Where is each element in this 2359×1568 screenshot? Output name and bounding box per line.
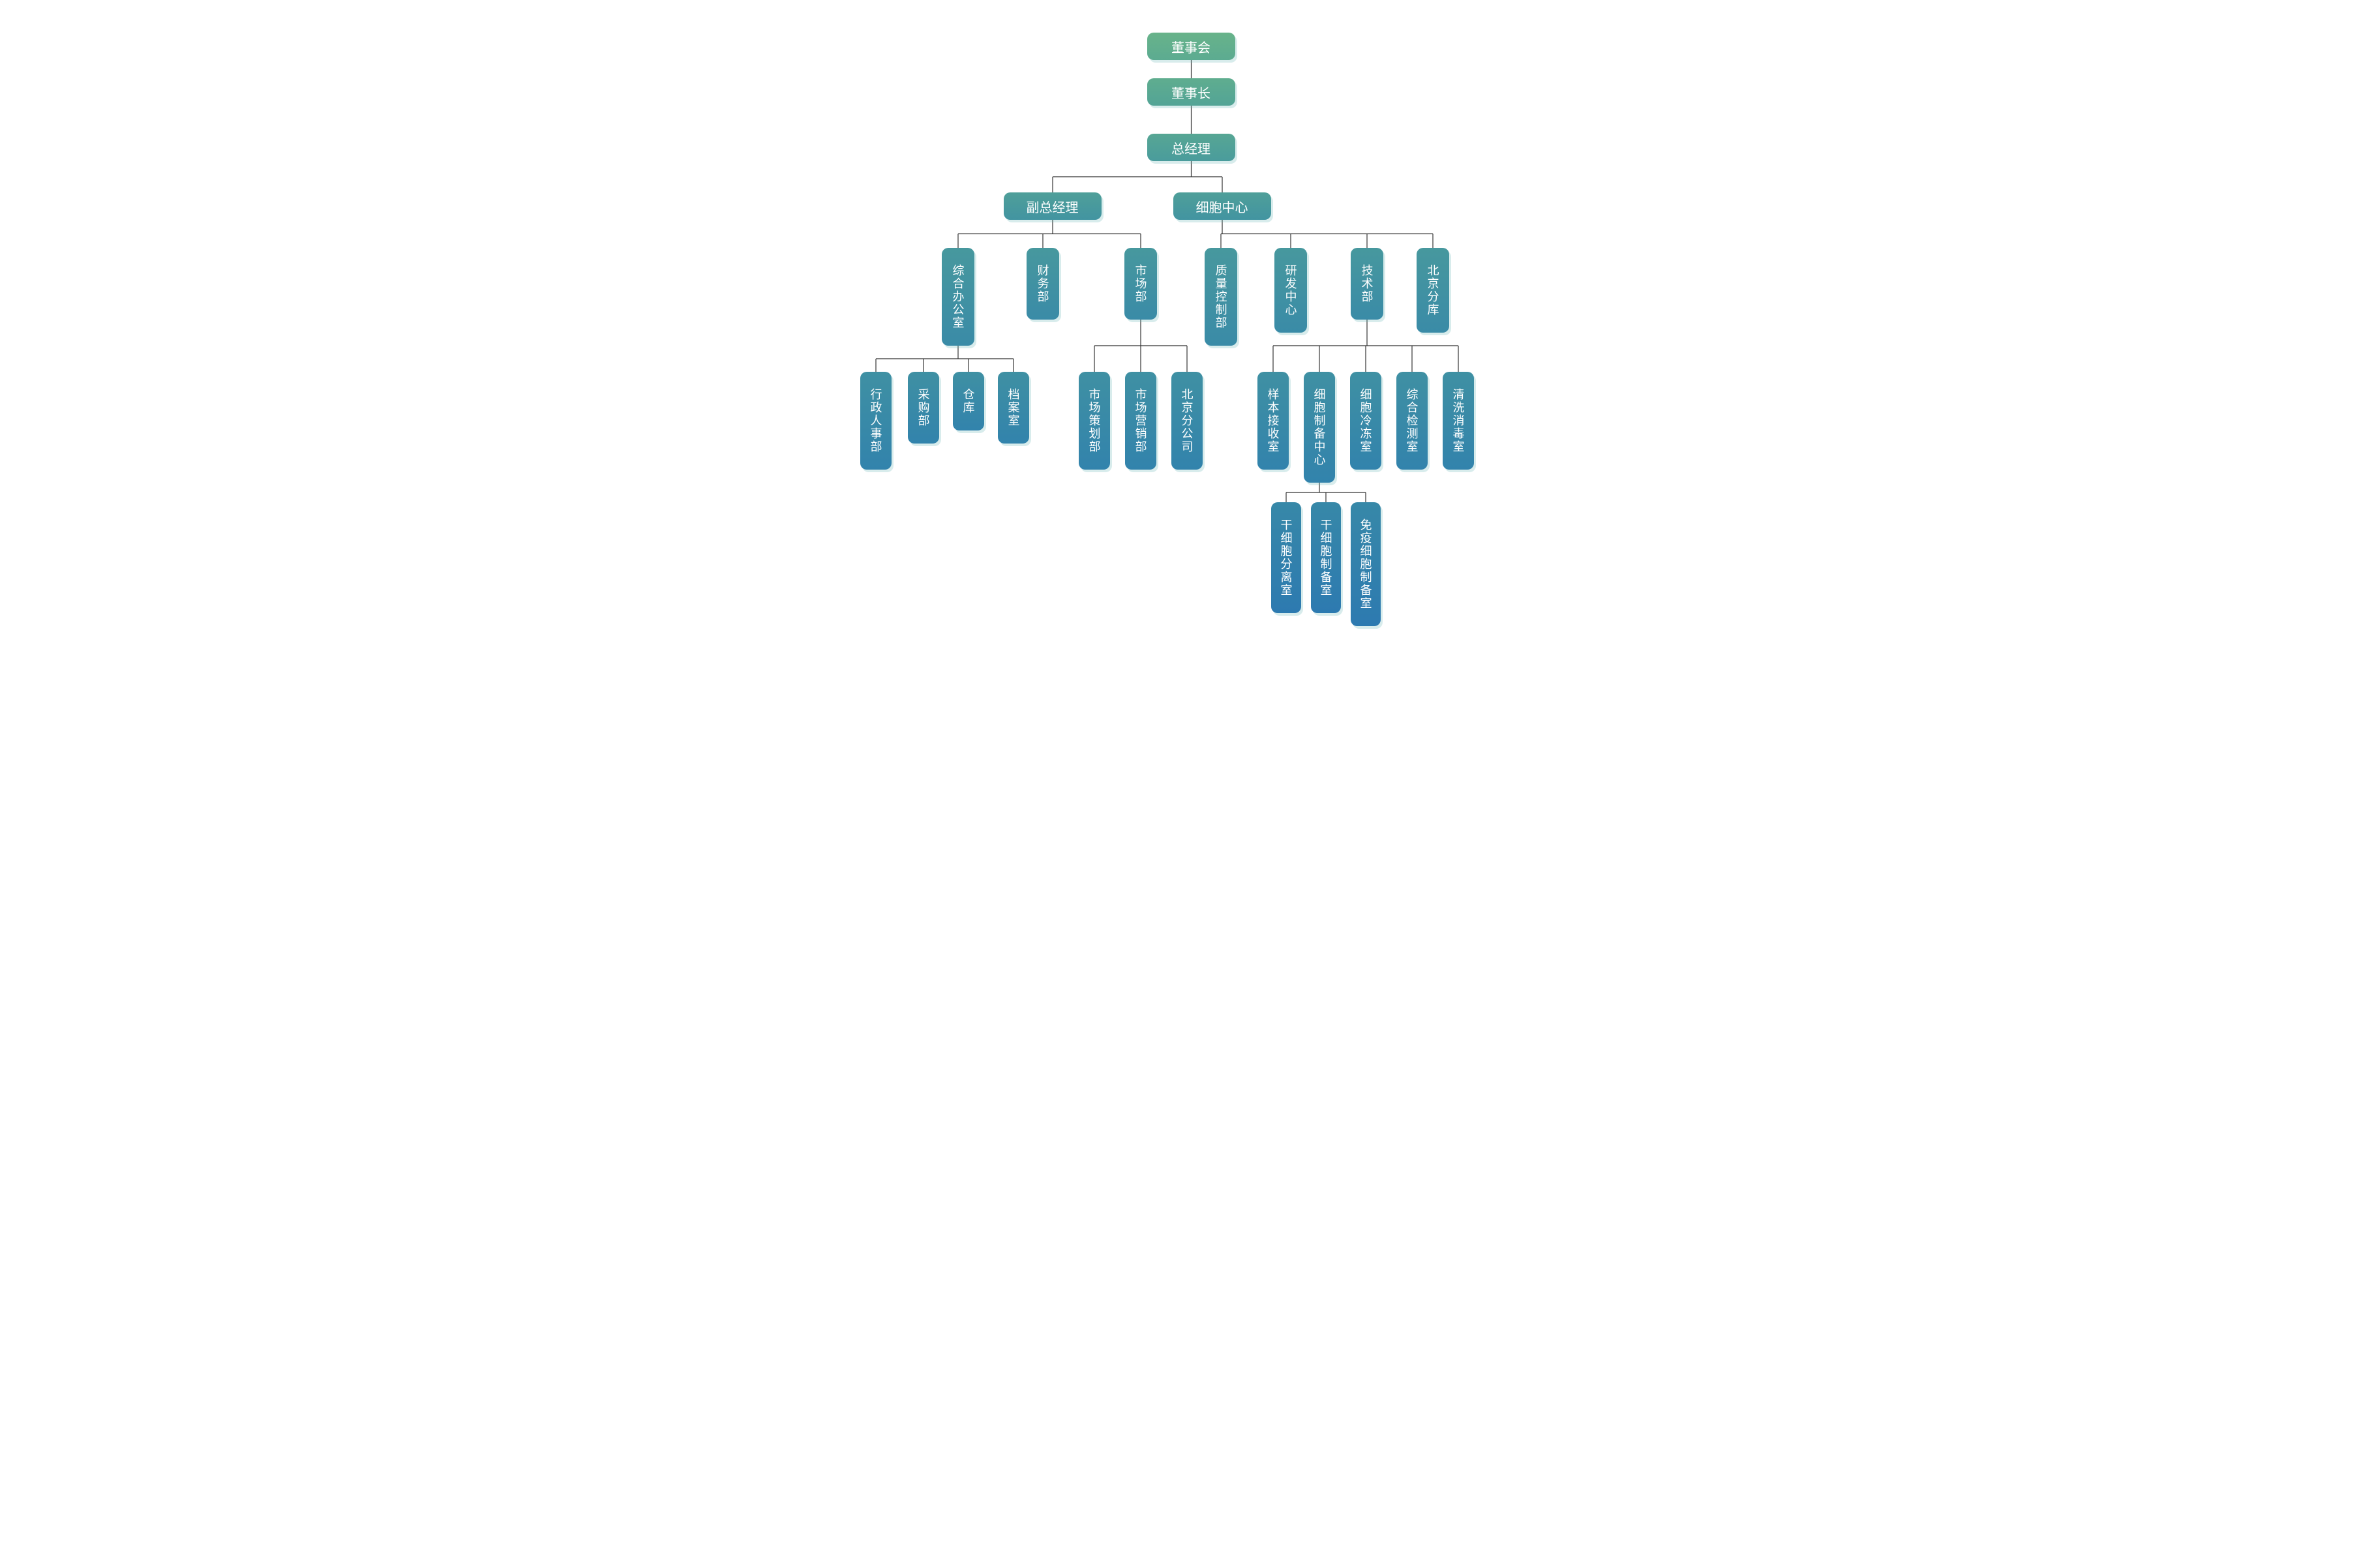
node-archive: 档案室 [998, 372, 1029, 444]
node-board: 董事会 [1147, 33, 1235, 60]
node-purchase: 采购部 [908, 372, 939, 444]
node-finance: 财务部 [1027, 248, 1059, 320]
org-chart: 董事会董事长总经理副总经理 细胞中心综合办公室 财务部 市场部 质量控制部 研发中心 技术部… [756, 26, 1604, 613]
node-inspect: 综合检测室 [1396, 372, 1428, 470]
node-deputy: 副总经理 [1004, 192, 1102, 220]
node-cellfreeze: 细胞冷冻室 [1350, 372, 1381, 470]
node-warehouse: 仓库 [953, 372, 984, 430]
node-stemsep: 干细胞分离室 [1271, 502, 1301, 613]
node-chairman: 董事长 [1147, 78, 1235, 106]
node-stemprep: 干细胞制备室 [1311, 502, 1341, 613]
node-gm: 总经理 [1147, 134, 1235, 161]
node-cellprep: 细胞制备中心 [1304, 372, 1335, 483]
node-beijing: 北京分库 [1417, 248, 1449, 333]
node-sample: 样本接收室 [1257, 372, 1289, 470]
node-tech: 技术部 [1351, 248, 1383, 320]
node-market: 市场部 [1124, 248, 1157, 320]
node-quality: 质量控制部 [1205, 248, 1237, 346]
node-mplan: 市场策划部 [1079, 372, 1110, 470]
node-rd: 研发中心 [1274, 248, 1307, 333]
node-office: 综合办公室 [942, 248, 974, 346]
node-immune: 免疫细胞制备室 [1351, 502, 1381, 626]
node-bjcompany: 北京分公司 [1171, 372, 1203, 470]
node-hr: 行政人事部 [860, 372, 892, 470]
connector-lines [756, 26, 1604, 613]
node-cell: 细胞中心 [1173, 192, 1271, 220]
node-clean: 清洗消毒室 [1443, 372, 1474, 470]
node-msales: 市场营销部 [1125, 372, 1156, 470]
